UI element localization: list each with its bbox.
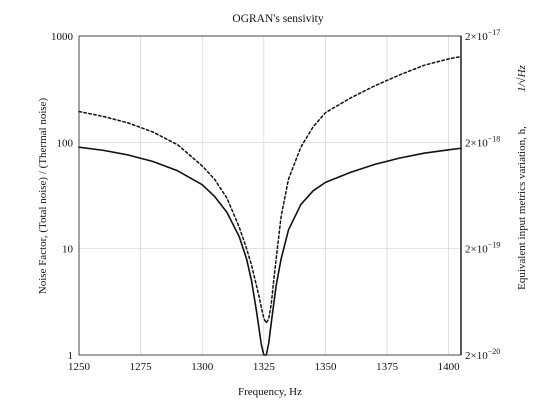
- x-tick-label: 1350: [314, 361, 337, 373]
- plot-series: [78, 55, 462, 356]
- x-tick-label: 1325: [253, 361, 276, 373]
- y-left-axis-ticks: 1 10 100 1000: [51, 31, 74, 362]
- y-right-axis-label-group: Equivalent input metrics variation, h, 1…: [516, 64, 528, 289]
- y-right-tick-label: 2×10−17: [465, 28, 500, 43]
- dashed-series-line: [78, 55, 462, 324]
- x-axis-label: Frequency, Hz: [238, 386, 302, 398]
- y-right-tick-label: 2×10−20: [465, 347, 500, 362]
- y-left-tick-label: 100: [57, 137, 74, 149]
- x-tick-label: 1250: [68, 361, 91, 373]
- x-axis-ticks: 1250 1275 1300 1325 1350 1375 1400: [68, 361, 460, 373]
- y-left-axis-label: Noise Factor, (Total noise) / (Thermal n…: [37, 97, 49, 294]
- y-right-axis-unit: 1/√Hz: [516, 64, 528, 92]
- x-tick-label: 1300: [191, 361, 214, 373]
- y-right-axis-label: Equivalent input metrics variation, h,: [516, 126, 528, 290]
- chart-title: OGRAN's sensivity: [232, 13, 323, 25]
- y-right-tick-label: 2×10−19: [465, 241, 500, 256]
- solid-series-line: [78, 146, 462, 356]
- x-tick-label: 1400: [438, 361, 461, 373]
- x-tick-label: 1375: [376, 361, 399, 373]
- y-left-tick-label: 1: [68, 350, 74, 362]
- y-left-tick-label: 10: [62, 244, 74, 256]
- y-right-tick-label: 2×10−18: [465, 134, 500, 149]
- x-tick-label: 1275: [130, 361, 153, 373]
- y-right-axis-ticks: 2×10−20 2×10−19 2×10−18 2×10−17: [465, 28, 500, 362]
- y-left-tick-label: 1000: [51, 31, 74, 43]
